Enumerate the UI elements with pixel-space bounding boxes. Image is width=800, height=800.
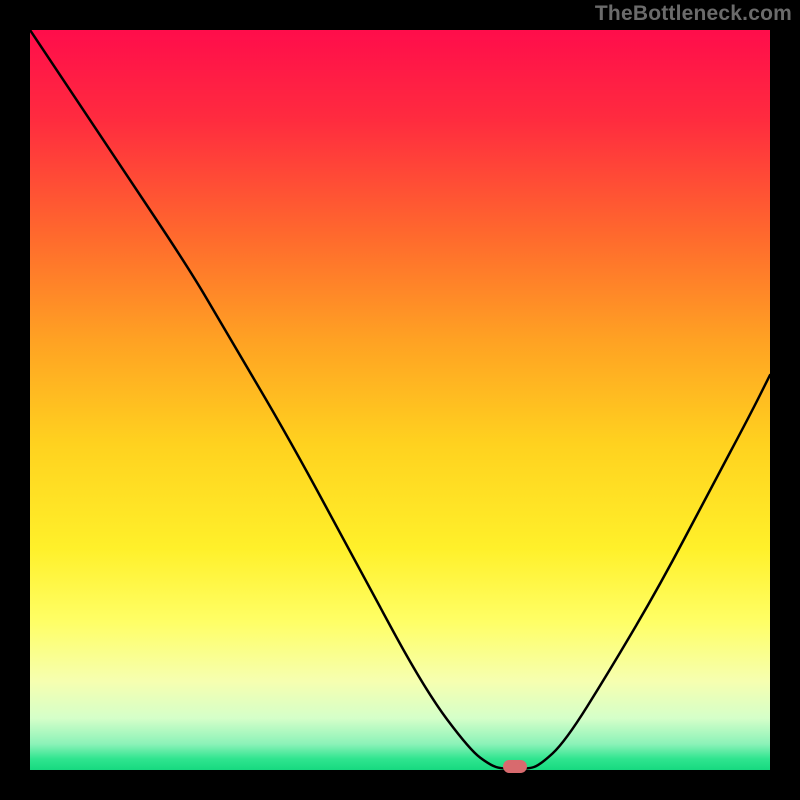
optimal-point-marker [503, 760, 527, 773]
bottleneck-chart [0, 0, 800, 800]
watermark-text: TheBottleneck.com [595, 2, 792, 26]
gradient-background [30, 30, 770, 770]
chart-stage: TheBottleneck.com [0, 0, 800, 800]
